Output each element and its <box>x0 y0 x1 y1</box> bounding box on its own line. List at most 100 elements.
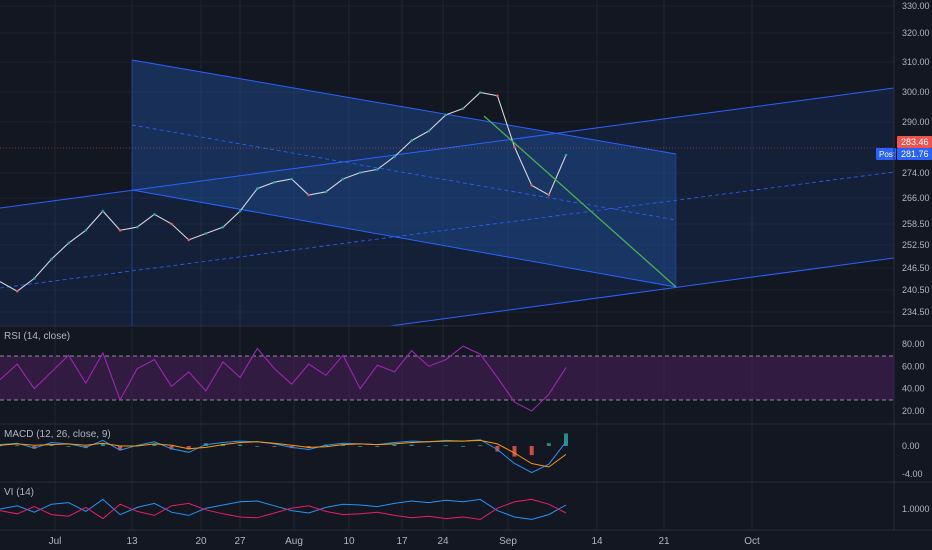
macd-histogram-bar <box>66 446 71 447</box>
price-point <box>33 277 36 280</box>
price-point <box>496 94 499 97</box>
macd-histogram-bar <box>529 446 534 456</box>
macd-histogram-bar <box>32 446 37 449</box>
price-point <box>67 241 70 245</box>
price-tick-label: 234.50 <box>902 307 930 317</box>
time-tick-label: Jul <box>49 536 62 547</box>
vi-tick-label: 1.0000 <box>902 504 930 514</box>
rsi-pane[interactable]: RSI (14, close) 80.00 60.00 40.00 20.00 <box>0 331 925 416</box>
price-tick-label: 310.00 <box>902 57 930 67</box>
price-point <box>101 209 105 213</box>
rsi-tick-label: 20.00 <box>902 406 925 416</box>
rsi-series <box>0 345 567 412</box>
price-tick-label: 300.00 <box>902 87 930 97</box>
macd-histogram-bar <box>358 446 363 447</box>
rsi-tick-label: 40.00 <box>902 384 925 394</box>
price-point <box>358 171 362 174</box>
time-tick-label: Oct <box>744 536 760 547</box>
price-tick-label: 320.00 <box>902 28 930 38</box>
price-point <box>324 190 328 194</box>
vi-pane[interactable]: VI (14) 1.0000 <box>0 487 930 520</box>
price-point <box>393 155 396 158</box>
rsi-line <box>0 345 567 412</box>
macd-histogram-bar <box>15 445 20 447</box>
price-point <box>15 289 19 293</box>
vi-title[interactable]: VI (14) <box>4 487 34 498</box>
time-tick-label: Sep <box>499 536 517 547</box>
macd-tick-label: 0.00 <box>902 441 920 451</box>
time-axis[interactable]: Jul 13 20 27 Aug 10 17 24 Sep 14 21 Oct <box>49 536 760 547</box>
macd-histogram-bar <box>152 443 157 446</box>
time-tick-label: 27 <box>234 536 246 547</box>
last-price-label: 283.46 <box>901 137 929 147</box>
macd-histogram-bar <box>564 433 568 446</box>
macd-histogram-bar <box>341 444 345 446</box>
macd-histogram-bar <box>118 446 123 451</box>
macd-tick-label: -4.00 <box>902 469 923 479</box>
price-point <box>564 153 568 157</box>
vi-minus-line <box>0 498 567 520</box>
rsi-axis: 80.00 60.00 40.00 20.00 <box>902 339 925 416</box>
macd-histogram-bar <box>495 446 500 452</box>
channel-descending-fill <box>132 60 676 287</box>
time-tick-label: 13 <box>126 536 138 547</box>
price-point <box>444 113 448 117</box>
channel-ascending-mid <box>0 171 895 289</box>
price-tick-label: 258.50 <box>902 219 930 229</box>
vi-axis: 1.0000 <box>902 504 930 514</box>
price-tick-label: 274.00 <box>902 168 930 178</box>
price-point <box>513 145 516 149</box>
price-series <box>0 91 568 293</box>
rsi-band-fill <box>0 356 894 400</box>
macd-histogram-bar <box>238 444 243 446</box>
channel-descending-mid <box>131 124 677 221</box>
price-point <box>547 193 551 197</box>
macd-histogram-bar <box>392 444 397 446</box>
time-tick-label: 24 <box>437 536 449 547</box>
price-pane[interactable] <box>0 59 895 327</box>
vi-plus-line <box>0 498 567 520</box>
macd-series <box>0 433 568 474</box>
price-point <box>307 193 311 197</box>
macd-histogram-bar <box>186 446 191 450</box>
channel-ascending-fill <box>0 88 894 326</box>
rsi-tick-label: 60.00 <box>902 361 925 371</box>
price-tick-label: 252.50 <box>902 240 930 250</box>
rsi-title[interactable]: RSI (14, close) <box>4 331 70 342</box>
price-point <box>427 129 431 133</box>
vi-series <box>0 498 567 520</box>
time-tick-label: 20 <box>195 536 207 547</box>
macd-pane[interactable]: MACD (12, 26, close, 9) 0.00 -4.00 <box>0 429 923 479</box>
price-point <box>84 229 88 232</box>
price-point <box>135 225 139 229</box>
price-point <box>376 168 379 171</box>
price-line <box>0 91 567 292</box>
macd-histogram-bar <box>443 445 448 447</box>
rsi-tick-label: 80.00 <box>902 339 925 349</box>
price-point <box>461 107 465 110</box>
macd-histogram-bar <box>546 443 551 446</box>
price-point <box>187 238 190 242</box>
trend-line-green[interactable] <box>483 115 677 288</box>
time-tick-label: 21 <box>658 536 670 547</box>
price-tick-label: 246.50 <box>902 263 930 273</box>
price-point <box>50 257 53 261</box>
price-point <box>153 213 156 216</box>
macd-histogram-bar <box>478 445 483 447</box>
time-tick-label: 14 <box>591 536 603 547</box>
macd-histogram-bar <box>409 444 414 446</box>
price-point <box>410 139 413 142</box>
post-label: Post <box>879 150 896 159</box>
price-axis[interactable]: 330.00 320.00 310.00 300.00 290.00 274.00 266.… <box>902 1 930 317</box>
macd-title[interactable]: MACD (12, 26, close, 9) <box>4 429 111 440</box>
macd-histogram-bar <box>100 443 105 446</box>
regression-channels[interactable] <box>0 59 895 327</box>
post-price-label: 281.76 <box>901 149 929 159</box>
macd-histogram-bar <box>169 446 174 450</box>
price-point <box>255 187 259 190</box>
post-market-badge: Post 281.76 <box>876 148 932 160</box>
price-tick-label: 330.00 <box>902 1 930 11</box>
price-point <box>118 229 122 232</box>
